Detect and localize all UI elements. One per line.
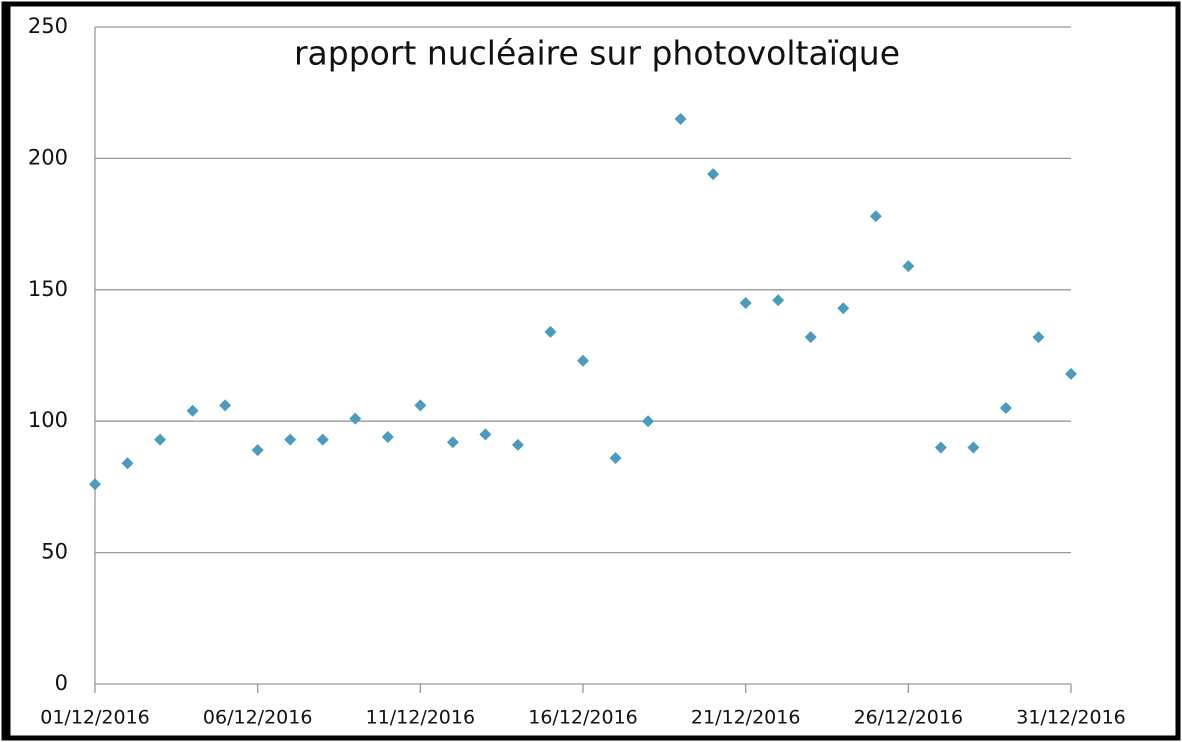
point [251, 444, 264, 457]
point [219, 399, 232, 412]
point [642, 415, 655, 428]
y-tick-label: 50 [41, 540, 68, 564]
point [479, 428, 492, 441]
point [186, 404, 199, 417]
point [772, 294, 785, 307]
point [511, 438, 524, 451]
point [1032, 331, 1045, 344]
point [837, 302, 850, 315]
point [674, 112, 687, 125]
x-tick-label: 21/12/2016 [691, 707, 801, 729]
point [999, 402, 1012, 415]
point [446, 436, 459, 449]
point [609, 451, 622, 464]
x-tick-label: 16/12/2016 [528, 707, 638, 729]
x-tick-label: 11/12/2016 [366, 707, 476, 729]
point [707, 168, 720, 181]
point [349, 412, 362, 425]
point [934, 441, 947, 454]
point [804, 331, 817, 344]
y-tick-label: 200 [28, 145, 68, 169]
point [869, 210, 882, 223]
point [381, 430, 394, 443]
point [154, 433, 167, 446]
point [316, 433, 329, 446]
point [739, 296, 752, 309]
point [1065, 367, 1077, 380]
y-tick-label: 150 [28, 277, 68, 301]
x-tick-label: 26/12/2016 [854, 707, 964, 729]
chart-title: rapport nucléaire sur photovoltaïque [294, 34, 900, 73]
point [577, 354, 589, 367]
y-tick-label: 250 [28, 14, 68, 38]
point [284, 433, 297, 446]
point [967, 441, 980, 454]
point [89, 478, 101, 491]
x-tick-label: 01/12/2016 [40, 707, 150, 729]
point [121, 457, 134, 470]
x-tick-label: 31/12/2016 [1016, 707, 1126, 729]
x-tick-label: 06/12/2016 [203, 707, 313, 729]
y-tick-label: 0 [55, 671, 68, 695]
point [544, 325, 557, 338]
point [414, 399, 427, 412]
point [902, 260, 915, 273]
y-tick-label: 100 [28, 408, 68, 432]
